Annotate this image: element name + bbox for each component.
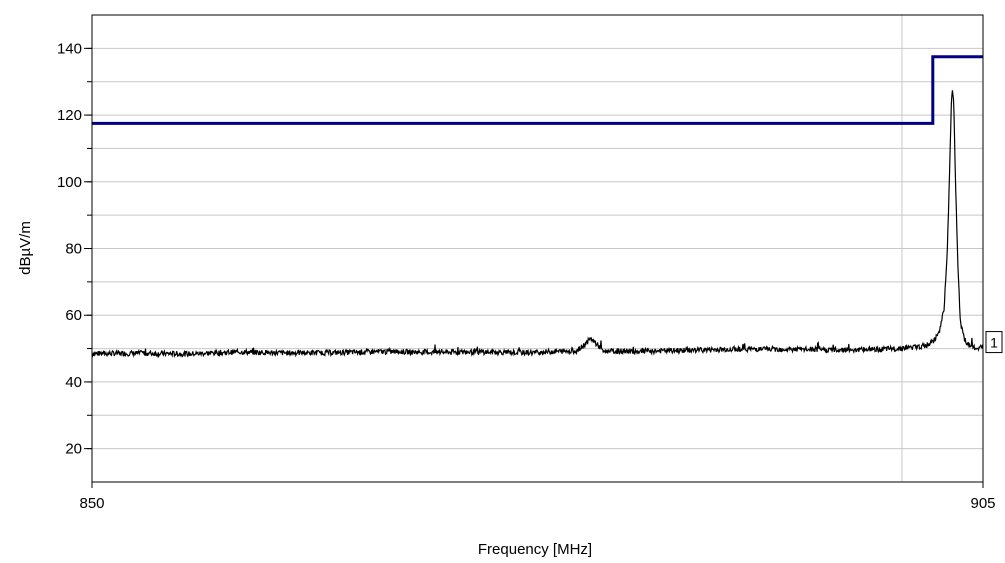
grid-lines xyxy=(92,15,983,482)
y-tick-label: 140 xyxy=(57,40,82,57)
y-tick-label: 80 xyxy=(65,241,82,258)
marker-label: 1 xyxy=(990,335,998,351)
measurement-trace xyxy=(91,90,984,359)
y-tick-label: 20 xyxy=(65,441,82,458)
y-axis: 20 40 60 80 100 120 140 xyxy=(57,40,92,458)
marker-1: 1 xyxy=(985,331,1003,354)
x-axis-title: Frequency [MHz] xyxy=(478,541,592,558)
x-tick-label: 850 xyxy=(79,495,104,512)
y-tick-label: 100 xyxy=(57,174,82,191)
series-layer xyxy=(91,55,984,359)
limit-line xyxy=(92,55,983,125)
y-axis-title: dBµV/m xyxy=(17,221,34,275)
y-tick-label: 40 xyxy=(65,374,82,391)
x-axis: 850 905 xyxy=(79,482,996,512)
y-tick-label: 60 xyxy=(65,307,82,324)
marker-box xyxy=(985,331,1003,354)
y-tick-label: 120 xyxy=(57,107,82,124)
x-tick-label: 905 xyxy=(970,495,995,512)
